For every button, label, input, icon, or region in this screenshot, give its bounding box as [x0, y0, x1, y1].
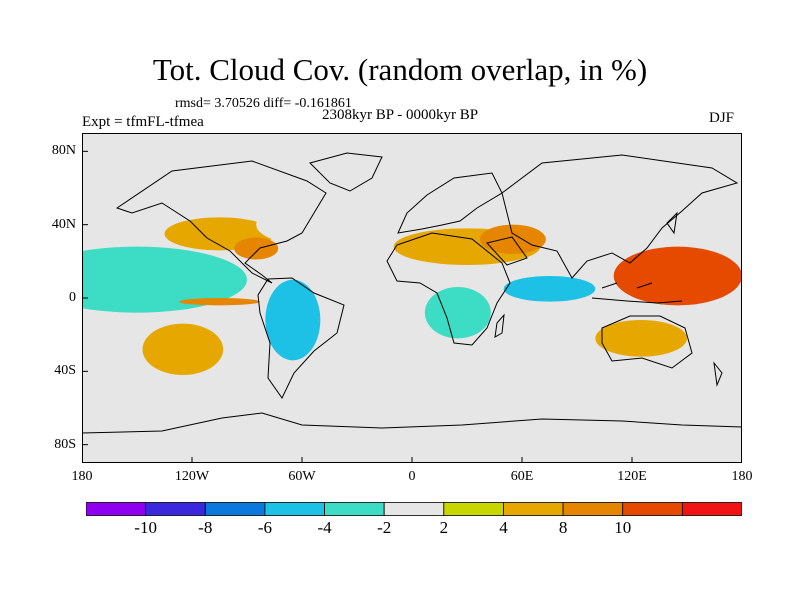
plot-title: Tot. Cloud Cov. (random overlap, in %) [152, 52, 648, 87]
anomaly-region-gulf-pos [234, 237, 279, 260]
y-tick-label: 40S [54, 363, 76, 379]
coastline-madagascar [494, 313, 505, 338]
anomaly-region-middle-east-pos [479, 224, 546, 254]
colorbar-label: -8 [198, 518, 213, 537]
anomaly-region-southeast-pacific-pos [142, 323, 224, 375]
colorbar-box [204, 502, 266, 516]
coastlines [82, 152, 742, 434]
colorbar-label: 8 [558, 518, 568, 537]
anomaly-region-africa-neg [424, 287, 491, 339]
x-tick-label: 120W [174, 469, 210, 484]
colorbar-box [443, 502, 504, 516]
x-tick-label: 60W [288, 469, 316, 484]
colorbar-label: -4 [317, 518, 332, 537]
colorbar-box [622, 502, 683, 516]
coastline-indonesia [591, 282, 683, 304]
y-tick-label: 80S [54, 436, 76, 452]
colorbar-box [86, 502, 147, 516]
colorbar-box [503, 502, 564, 516]
x-tick-label: 120E [617, 469, 647, 484]
anomaly-fields [82, 144, 742, 410]
colorbar-box [383, 502, 445, 516]
anomaly-region-north-atlantic-neg [256, 202, 385, 247]
stats-label: rmsd= 3.70526 diff= -0.161861 [175, 96, 352, 111]
colorbar-box [562, 502, 624, 516]
experiment-label: Expt = tfmFL-tfmea [82, 114, 204, 130]
anomaly-region-australia-pos [595, 320, 688, 357]
colorbar-box [145, 502, 206, 516]
coastline-australia [601, 315, 693, 369]
coastline-arabia [486, 236, 528, 266]
colorbar-boxes [86, 502, 742, 516]
colorbar-box [681, 502, 742, 516]
anomaly-region-west-pacific-pos [613, 246, 742, 306]
x-tick-label: 0 [408, 469, 416, 484]
colorbar-label: -2 [377, 518, 392, 537]
colorbar-label: -10 [134, 518, 157, 537]
y-tick-label: 0 [69, 290, 76, 305]
coastline-africa [386, 232, 511, 346]
x-tick-label: 60E [510, 469, 534, 484]
coastline-south-america [257, 277, 345, 399]
coastline-japan [666, 211, 678, 235]
anomaly-region-south-america-neg [265, 279, 321, 361]
period-label: 2308kyr BP - 0000kyr BP [322, 107, 479, 123]
y-tick-label: 40N [51, 216, 76, 232]
anomaly-region-southern-ocean-neg [82, 387, 742, 410]
x-tick-label: 180 [731, 469, 753, 484]
axis-ticks [82, 150, 742, 463]
season-label: DJF [709, 110, 735, 126]
coastline-greenland [309, 152, 383, 192]
coastline-asia [501, 154, 739, 279]
coastline-new-zealand [713, 361, 723, 387]
coastline-north-america [115, 160, 327, 284]
cloud-cover-map [82, 133, 742, 463]
anomaly-region-east-pacific-band-neg [82, 246, 247, 313]
colorbar-label: -6 [257, 518, 272, 537]
colorbar-label: 2 [439, 518, 449, 537]
colorbar [86, 502, 742, 516]
x-tick-label: 180 [71, 469, 93, 484]
colorbar-box [264, 502, 325, 516]
anomaly-region-arctic-neg [82, 144, 742, 166]
anomaly-region-equatorial-east-pacific-pos [179, 298, 260, 306]
coastline-antarctica [82, 412, 742, 434]
y-tick-label: 80N [51, 143, 76, 159]
colorbar-box [324, 502, 385, 516]
colorbar-label: 4 [499, 518, 508, 537]
colorbar-label: 10 [614, 518, 632, 537]
anomaly-region-indian-ocean-neg [503, 276, 596, 302]
